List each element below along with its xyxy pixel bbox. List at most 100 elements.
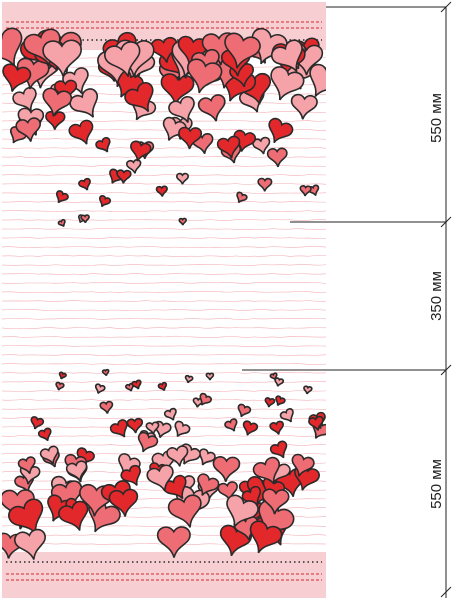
heart-shape <box>145 421 160 435</box>
heart-shape <box>167 494 202 528</box>
heart-shape <box>58 500 89 531</box>
stripe-line <box>2 210 326 212</box>
heart-shape <box>120 464 141 486</box>
heart-shape <box>156 526 191 558</box>
stripe-line <box>2 200 326 203</box>
heart-shape <box>308 415 324 431</box>
heart-shape <box>216 135 241 159</box>
heart-shape <box>303 385 313 395</box>
heart-shape <box>178 126 203 150</box>
heart-shape <box>12 86 37 112</box>
heart-shape <box>45 110 66 130</box>
heart-shape <box>236 191 248 204</box>
heart-shape <box>226 494 259 528</box>
heart-shape <box>309 63 326 97</box>
heart-shape <box>94 383 106 394</box>
stripe-line <box>2 443 326 446</box>
heart-shape <box>269 372 278 381</box>
heart-shape <box>274 377 285 387</box>
heart-shape <box>17 456 36 475</box>
stripe-line <box>2 245 326 249</box>
heart-shape <box>290 93 318 120</box>
heart-shape <box>197 94 226 122</box>
stripe-line <box>2 363 326 365</box>
stripe-line <box>2 344 326 347</box>
stripe-line <box>2 254 326 257</box>
stripe-line <box>2 237 326 240</box>
stripe-line <box>2 434 326 438</box>
heart-shape <box>15 117 41 142</box>
stripe-line <box>2 264 326 267</box>
heart-shape <box>37 427 52 442</box>
heart-shape <box>14 528 46 560</box>
heart-shape <box>109 419 128 438</box>
stripe-line <box>2 354 326 357</box>
tick-2 <box>440 364 452 376</box>
heart-shape <box>116 169 132 184</box>
heart-shape <box>69 88 99 118</box>
stripe-line <box>2 281 326 284</box>
dimension-annotations: 550 мм 350 мм 550 мм <box>242 1 452 598</box>
heart-shape <box>131 379 142 390</box>
heart-shape <box>212 456 241 482</box>
stripe-line <box>2 309 326 311</box>
heart-shape <box>264 397 276 408</box>
stripe-line <box>2 137 326 140</box>
stripe-line <box>2 317 326 321</box>
stripe-line <box>2 300 326 303</box>
heart-shape <box>108 488 139 517</box>
heart-shape <box>39 445 59 465</box>
fabric-panel <box>2 2 326 598</box>
heart-shape <box>137 431 159 453</box>
heart-shape <box>55 190 69 204</box>
heart-shape <box>168 96 195 123</box>
heart-shape <box>252 456 281 485</box>
heart-shape <box>78 177 91 191</box>
heart-shape <box>68 119 94 145</box>
heart-shape <box>126 159 142 174</box>
heart-shape <box>124 81 154 113</box>
stripe-line <box>2 156 326 158</box>
stripe-line <box>2 326 326 330</box>
tick-top <box>440 1 452 13</box>
heart-shape <box>270 66 305 101</box>
heart-shape <box>261 488 290 515</box>
heart-shape <box>249 520 283 554</box>
heart-pattern <box>2 27 326 560</box>
stripe-line <box>2 146 326 149</box>
heart-shape <box>80 214 90 224</box>
heart-shape <box>155 185 168 197</box>
heart-shape <box>98 195 112 208</box>
stripe-line <box>2 425 326 428</box>
heart-shape <box>269 420 284 435</box>
heart-shape <box>224 32 261 69</box>
heart-shape <box>55 381 65 391</box>
stripe-line <box>2 290 326 293</box>
heart-shape <box>252 136 271 155</box>
heart-shape <box>175 172 189 185</box>
stripe-line <box>2 461 326 464</box>
heart-shape <box>166 445 189 467</box>
heart-shape <box>266 147 288 168</box>
heart-shape <box>42 87 73 117</box>
heart-shape <box>99 400 114 414</box>
dimension-label-bottom: 550 мм <box>428 459 445 509</box>
heart-shape <box>291 453 315 477</box>
stripe-line <box>2 227 326 231</box>
stripe-line <box>2 335 326 338</box>
stripe-line <box>2 399 326 401</box>
heart-shape <box>163 407 177 421</box>
dimension-label-top: 550 мм <box>428 93 445 143</box>
heart-shape <box>65 460 88 482</box>
heart-shape <box>275 395 286 407</box>
heart-shape <box>130 140 152 162</box>
heart-shape <box>104 41 141 78</box>
heart-shape <box>184 374 194 384</box>
heart-shape <box>268 117 294 144</box>
stripe-line <box>2 372 326 374</box>
heart-shape <box>187 58 223 94</box>
heart-shape <box>174 420 191 438</box>
heart-shape <box>2 63 32 92</box>
heart-shape <box>58 371 67 380</box>
